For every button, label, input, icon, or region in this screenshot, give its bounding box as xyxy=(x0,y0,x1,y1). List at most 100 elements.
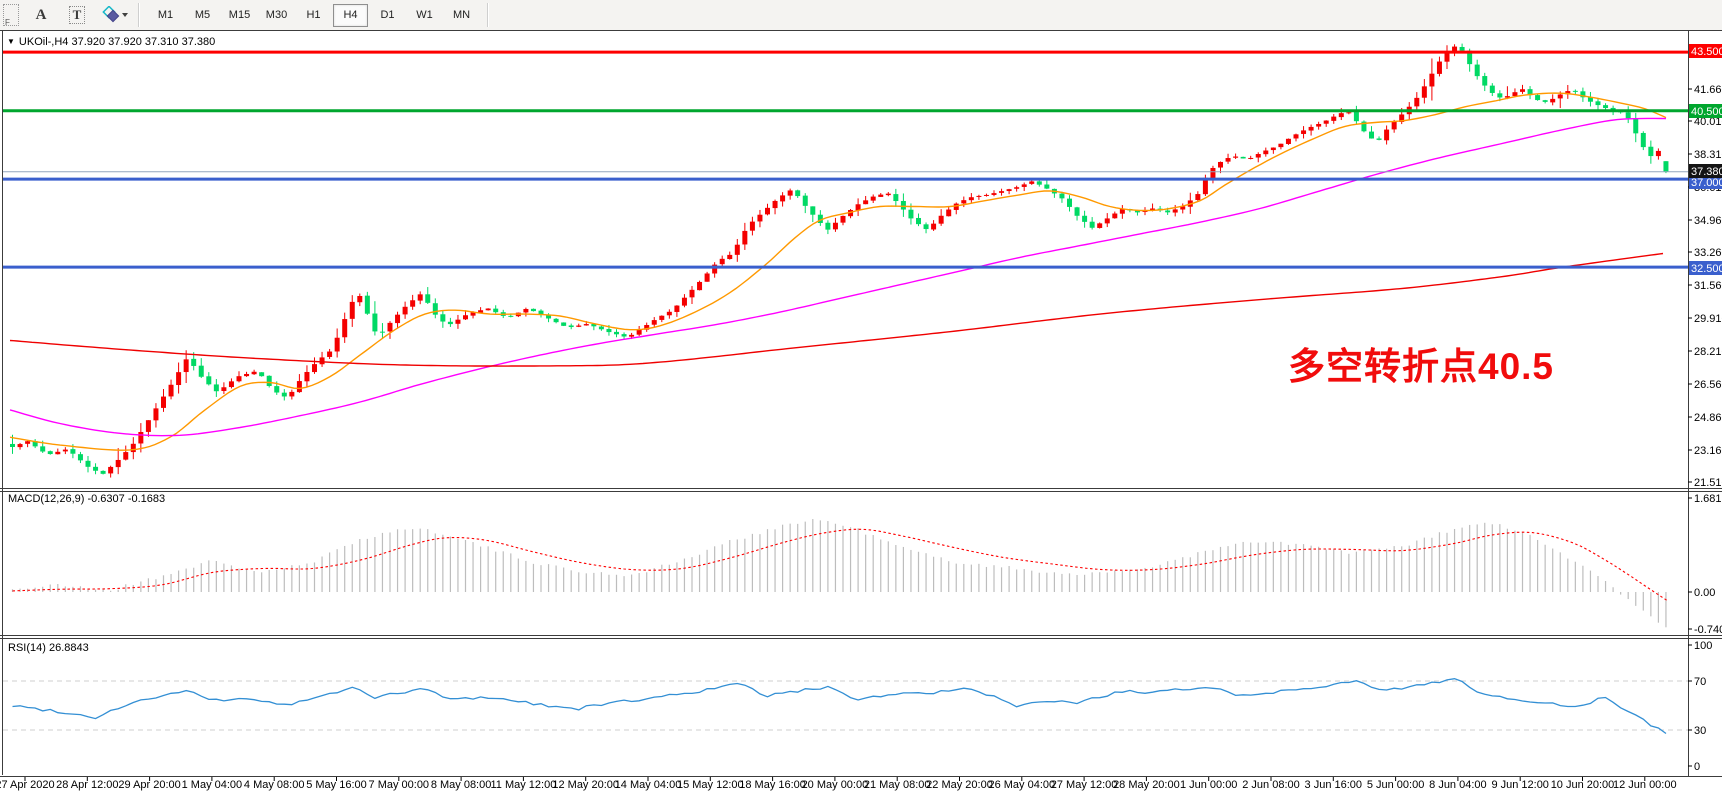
candle-body xyxy=(1399,114,1405,122)
time-tick-label: 9 Jun 12:00 xyxy=(1491,779,1549,791)
candle-body xyxy=(259,372,265,377)
candle-body xyxy=(228,381,234,388)
candle-body xyxy=(1595,101,1601,106)
candle-body xyxy=(976,195,982,197)
timeframe-button-h4[interactable]: H4 xyxy=(333,3,368,27)
time-tick-label: 2 Jun 08:00 xyxy=(1242,779,1300,791)
candle-body xyxy=(138,431,144,444)
candle-body xyxy=(1459,46,1465,51)
shapes-tool-button[interactable] xyxy=(97,4,131,26)
symbol-ohlc-header[interactable]: ▼ UKOil-,H4 37.920 37.920 37.310 37.380 xyxy=(7,36,215,48)
candle-body xyxy=(77,454,83,461)
candle-body xyxy=(1467,50,1473,65)
candle-body xyxy=(1316,123,1322,127)
candle-body xyxy=(32,441,38,447)
time-tick-label: 12 Jun 00:00 xyxy=(1613,779,1677,791)
price-badge-40.500: 40.500 xyxy=(1689,104,1722,118)
timeframe-button-m30[interactable]: M30 xyxy=(265,9,288,21)
candle-body xyxy=(900,200,906,210)
candle-body xyxy=(236,376,242,382)
text-label-tool-button[interactable]: T xyxy=(63,3,91,27)
candle-body xyxy=(1263,150,1269,155)
timeframe-button-m1[interactable]: M1 xyxy=(157,9,174,21)
timeframe-button-w1[interactable]: W1 xyxy=(416,9,433,21)
price-badge-37.000: 37.000 xyxy=(1689,175,1722,189)
candle-body xyxy=(1240,156,1246,159)
candle-body xyxy=(251,371,257,375)
rsi-line xyxy=(12,678,1667,735)
font-tool-button[interactable]: A xyxy=(35,6,47,23)
time-tick-label: 1 Jun 00:00 xyxy=(1180,779,1238,791)
price-tick-label: 31.560 xyxy=(1694,280,1722,292)
candle-body xyxy=(55,451,61,455)
price-tick-label: 38.310 xyxy=(1694,149,1722,161)
toolbar-grip-icon[interactable]: F xyxy=(3,4,19,27)
candle-body xyxy=(1172,209,1178,213)
timeframe-button-h1[interactable]: H1 xyxy=(306,9,321,21)
price-tick-label: 28.210 xyxy=(1694,346,1722,358)
chart-annotation-text[interactable]: 多空转折点40.5 xyxy=(1288,346,1555,387)
current-price-badge: 37.380 xyxy=(1689,164,1722,178)
rsi-tick-label: 0 xyxy=(1694,761,1700,773)
timeframe-button-d1[interactable]: D1 xyxy=(380,9,395,21)
candle-body xyxy=(402,306,408,315)
candle-body xyxy=(1134,210,1140,213)
candle-body xyxy=(85,460,91,467)
ma-fast-orange-line[interactable] xyxy=(9,92,1667,451)
candle-body xyxy=(1391,121,1397,130)
candle-body xyxy=(591,324,597,327)
candle-body xyxy=(742,230,748,245)
candle-body xyxy=(410,300,416,307)
candle-body xyxy=(961,200,967,204)
candle-body xyxy=(908,209,914,219)
candle-body xyxy=(1497,93,1503,98)
candle-body xyxy=(213,384,219,392)
time-tick-label: 14 May 04:00 xyxy=(615,779,682,791)
toolbar: F A T M1 M5 M15 M30 H1 H4 D1 W1 MN xyxy=(0,0,1722,31)
candle-body xyxy=(1633,118,1639,134)
candle-body xyxy=(825,222,831,230)
candle-body xyxy=(206,376,212,385)
candle-body xyxy=(274,386,280,393)
svg-text:40.500: 40.500 xyxy=(1691,106,1722,118)
candle-body xyxy=(1376,138,1382,140)
candle-body xyxy=(70,449,76,454)
candle-body xyxy=(885,193,891,196)
candle-body xyxy=(1308,126,1314,131)
timeframe-button-m15[interactable]: M15 xyxy=(228,9,251,21)
candle-body xyxy=(1655,150,1661,157)
time-tick-label: 3 Jun 16:00 xyxy=(1305,779,1363,791)
candle-body xyxy=(1029,181,1035,184)
ma-slow-red-line[interactable] xyxy=(9,252,1664,367)
time-tick-label: 28 Apr 12:00 xyxy=(56,779,118,791)
candle-body xyxy=(817,214,823,224)
svg-text:37.380: 37.380 xyxy=(1691,166,1722,178)
macd-histogram xyxy=(11,519,1667,628)
timeframe-button-m5[interactable]: M5 xyxy=(194,9,211,21)
candle-body xyxy=(1361,121,1367,132)
timeframe-button-mn[interactable]: MN xyxy=(452,9,471,21)
price-axis: 41.66040.01038.31036.61034.96033.26031.5… xyxy=(1688,84,1722,773)
candle-body xyxy=(349,301,355,319)
candle-body xyxy=(145,420,151,432)
candle-body xyxy=(1542,100,1548,102)
candle-body xyxy=(40,446,46,452)
candle-body xyxy=(576,325,582,327)
candle-body xyxy=(538,310,544,315)
time-tick-label: 5 Jun 00:00 xyxy=(1367,779,1425,791)
candle-body xyxy=(606,328,612,333)
candle-body xyxy=(946,209,952,217)
candle-body xyxy=(1414,97,1420,107)
symbol-menu-caret-icon[interactable]: ▼ xyxy=(7,37,15,46)
candle-body xyxy=(1384,129,1390,141)
candle-body xyxy=(697,281,703,291)
candle-body xyxy=(712,264,718,274)
candle-body xyxy=(1550,98,1556,103)
time-tick-label: 8 May 08:00 xyxy=(431,779,492,791)
candle-body xyxy=(1248,157,1254,159)
candle-body xyxy=(863,200,869,205)
price-tick-label: 41.660 xyxy=(1694,84,1722,96)
candle-body xyxy=(999,191,1005,193)
svg-text:37.000: 37.000 xyxy=(1691,177,1722,189)
